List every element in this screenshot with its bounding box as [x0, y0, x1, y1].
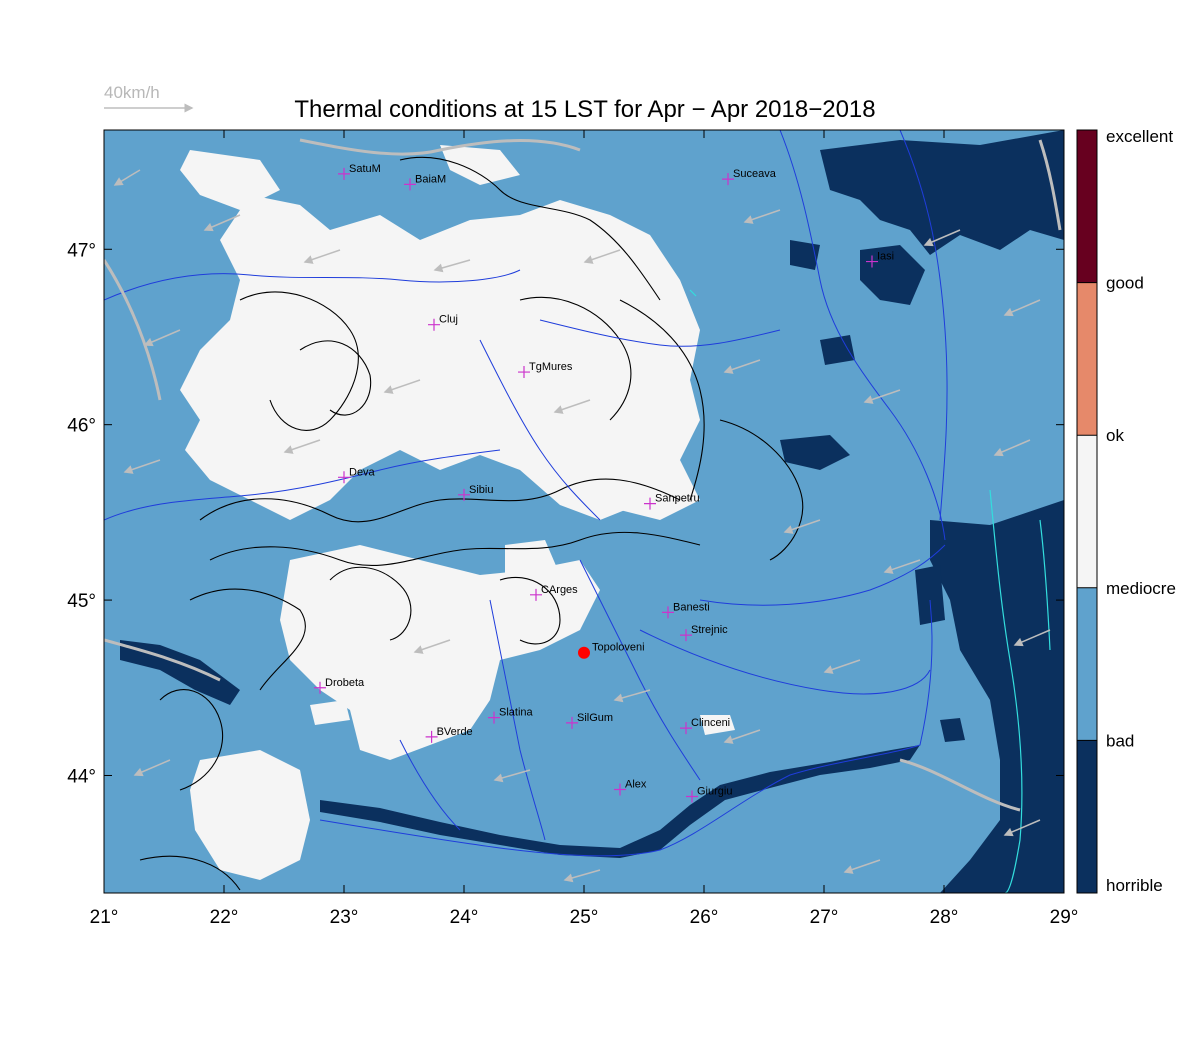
city-label: Sibiu [469, 484, 493, 496]
lon-tick-label: 22° [210, 907, 239, 928]
lat-tick-label: 45° [67, 591, 96, 612]
city-label: SilGum [577, 712, 613, 724]
colorbar-frame [1076, 129, 1098, 894]
city-marker [314, 681, 326, 694]
lon-tick-label: 21° [90, 907, 119, 928]
colorbar-segment [1077, 435, 1097, 588]
city-label: Giurgiu [697, 786, 732, 798]
city-label: Drobeta [325, 677, 365, 689]
city-marker [866, 255, 878, 268]
city-marker [428, 318, 440, 331]
colorbar-segment [1077, 130, 1097, 283]
longitude-axis: 21° 22° 23° 24° 25° 26° 27° 28° 29° [90, 130, 1079, 928]
colorbar-label: good [1106, 274, 1144, 293]
city-marker [530, 588, 542, 601]
city-marker [680, 629, 692, 642]
colorbar-label: horrible [1106, 876, 1163, 895]
city-label: Deva [349, 466, 376, 478]
city-marker [722, 173, 734, 186]
city-label: BaiaM [415, 173, 446, 185]
location-marker: Topoloveni [578, 642, 645, 659]
city-label: SatuM [349, 163, 381, 175]
colorbar-label: excellent [1106, 127, 1173, 146]
country-borders [104, 138, 1062, 812]
lon-tick-label: 23° [330, 907, 359, 928]
latitude-axis: 44° 45° 46° 47° [67, 240, 1064, 787]
city-label: Strejnic [691, 624, 728, 636]
coastline [689, 289, 1051, 893]
lon-tick-label: 28° [930, 907, 959, 928]
city-label: CArges [541, 584, 578, 596]
city-marker [488, 711, 500, 724]
colorbar-label: ok [1106, 426, 1124, 445]
city-marker [614, 783, 626, 796]
city-label: Suceava [733, 168, 777, 180]
location-dot [578, 646, 590, 659]
city-marker [518, 366, 530, 379]
lon-tick-label: 27° [810, 907, 839, 928]
map-area: SatuM BaiaM Suceava Iasi Cluj TgMures Deva Sibi… [104, 130, 1064, 893]
city-marker [458, 488, 470, 501]
city-marker [566, 716, 578, 729]
colorbar: excellent good ok mediocre bad horrible [1076, 127, 1176, 895]
lon-tick-label: 25° [570, 907, 599, 928]
lon-tick-label: 24° [450, 907, 479, 928]
city-label: Banesti [673, 601, 710, 613]
lon-tick-label: 29° [1050, 907, 1079, 928]
city-marker [338, 471, 350, 484]
city-marker [338, 167, 350, 180]
city-label: Alex [625, 779, 647, 791]
rivers [104, 130, 948, 857]
city-label: Slatina [499, 707, 534, 719]
colorbar-label: bad [1106, 731, 1134, 750]
lat-tick-label: 46° [67, 416, 96, 437]
city-label: BVerde [437, 726, 473, 738]
city-label: Cluj [439, 314, 458, 326]
city-marker [404, 178, 416, 191]
horrible-regions [120, 130, 1064, 893]
city-label: Sanpetru [655, 493, 700, 505]
city-marker [662, 606, 674, 619]
location-label: Topoloveni [592, 642, 645, 654]
ok-regions [180, 145, 735, 880]
elevation-contours [139, 156, 804, 891]
lat-tick-label: 44° [67, 766, 96, 787]
colorbar-segment [1077, 587, 1097, 741]
wind-scale-label: 40km/h [104, 83, 160, 102]
city-marker [425, 730, 438, 743]
city-marker [686, 790, 698, 803]
lat-tick-label: 47° [67, 240, 96, 261]
city-label: Iasi [877, 251, 894, 263]
city-marker [644, 497, 656, 510]
colorbar-segment [1077, 282, 1097, 436]
lon-tick-label: 26° [690, 907, 719, 928]
city-label: Clinceni [691, 717, 730, 729]
map-title: Thermal conditions at 15 LST for Apr − A… [294, 96, 875, 123]
colorbar-label: mediocre [1106, 579, 1176, 598]
city-label: TgMures [529, 361, 573, 373]
city-marker [680, 722, 692, 735]
colorbar-segment [1077, 740, 1097, 893]
city-markers: SatuM BaiaM Suceava Iasi Cluj TgMures Deva Sibi… [314, 163, 894, 803]
wind-vectors [113, 169, 1051, 883]
